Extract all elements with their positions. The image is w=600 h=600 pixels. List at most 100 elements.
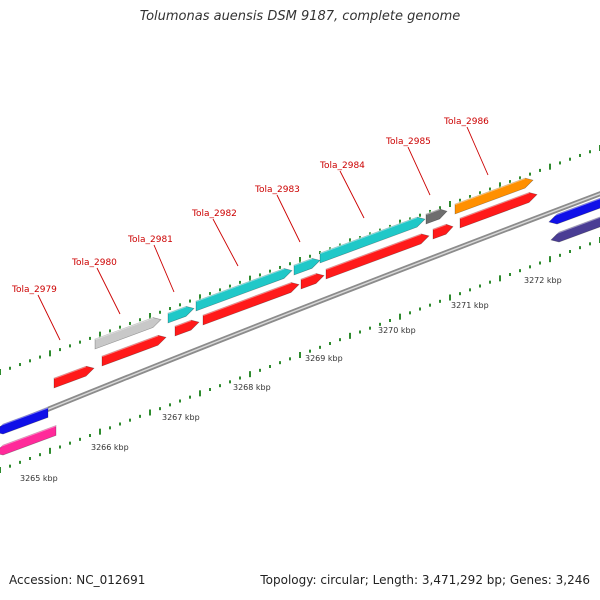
- inner-tick: [149, 409, 151, 416]
- scale-labels: 3265 kbp 3266 kbp 3267 kbp 3268 kbp 3269 kbp…: [20, 276, 562, 483]
- unlabeled-indigo-gene-arrow[interactable]: [550, 215, 600, 243]
- outer-tick: [179, 303, 181, 307]
- inner-tick: [369, 326, 371, 330]
- outer-tick: [119, 325, 121, 329]
- topology-text: Topology: circular; Length: 3,471,292 bp…: [260, 573, 590, 587]
- tola-2981-red-gene-arrow[interactable]: [174, 319, 200, 337]
- outer-tick: [369, 232, 371, 236]
- gene-label[interactable]: Tola_2982: [191, 209, 239, 267]
- tola-2980-red-gene-arrow[interactable]: [101, 334, 167, 367]
- tola-2985-dark-gray-gene-arrow[interactable]: [425, 208, 448, 225]
- tola-2983-red-gene-arrow[interactable]: [300, 272, 325, 290]
- outer-tick: [99, 331, 101, 338]
- tola-2982-cyan-gene-arrow[interactable]: [195, 267, 293, 312]
- gene-label-text: Tola_2985: [385, 137, 431, 147]
- gene-label-text: Tola_2984: [319, 161, 365, 171]
- inner-tick: [199, 390, 201, 397]
- outer-tick: [439, 206, 441, 210]
- inner-tick: [279, 361, 281, 365]
- outer-tick: [499, 182, 501, 189]
- gene-label[interactable]: Tola_2981: [127, 235, 175, 293]
- outer-tick: [109, 329, 111, 333]
- outer-tick: [79, 340, 81, 344]
- outer-tick: [559, 161, 561, 165]
- outer-tick: [199, 294, 201, 301]
- tola-2980-gray-gene-arrow[interactable]: [94, 316, 162, 350]
- tola-2984-cyan-gene-arrow[interactable]: [319, 216, 426, 264]
- outer-tick: [289, 262, 291, 266]
- inner-tick: [99, 428, 101, 435]
- outer-tick: [329, 247, 331, 251]
- inner-tick: [219, 384, 221, 388]
- outer-tick: [379, 228, 381, 232]
- inner-tick: [179, 399, 181, 403]
- tola-2982-red-gene-arrow[interactable]: [202, 281, 300, 326]
- gene-label-leader: [212, 218, 239, 267]
- outer-tick: [549, 163, 551, 170]
- outer-tick: [249, 275, 251, 282]
- outer-tick: [0, 369, 1, 375]
- inner-tick: [229, 380, 231, 384]
- gene-features: [0, 177, 600, 456]
- inner-tick: [69, 441, 71, 445]
- inner-tick: [209, 388, 211, 391]
- outer-tick: [259, 273, 261, 277]
- outer-tick: [149, 313, 151, 319]
- inner-tick: [379, 322, 381, 326]
- gene-label[interactable]: Tola_2985: [385, 137, 431, 196]
- inner-tick: [339, 338, 341, 342]
- inner-tick: [109, 426, 111, 430]
- inner-tick: [49, 447, 51, 454]
- gene-label-text: Tola_2982: [191, 209, 237, 219]
- gene-label-leader: [153, 244, 175, 293]
- inner-tick: [309, 349, 311, 353]
- outer-tick: [419, 213, 421, 217]
- tola-2979-red-gene-arrow[interactable]: [53, 365, 95, 389]
- outer-tick: [269, 269, 271, 273]
- inner-tick: [399, 313, 401, 320]
- gene-label[interactable]: Tola_2986: [443, 117, 489, 176]
- outer-tick: [409, 217, 411, 221]
- inner-tick: [359, 330, 361, 334]
- inner-tick: [189, 395, 191, 399]
- outer-tick: [589, 150, 591, 154]
- outer-tick: [279, 265, 281, 269]
- outer-tick: [579, 153, 581, 157]
- unlabeled-blue-gene-arrow[interactable]: [0, 406, 49, 435]
- gene-label[interactable]: Tola_2983: [254, 185, 301, 243]
- outer-tick: [459, 198, 461, 202]
- gene-label[interactable]: Tola_2980: [71, 258, 121, 315]
- inner-tick: [0, 467, 1, 473]
- inner-tick: [529, 265, 531, 269]
- tola-2986-orange-gene-arrow[interactable]: [454, 177, 534, 215]
- backbone-outer: [0, 191, 600, 432]
- inner-tick: [39, 453, 41, 457]
- tola-2983-cyan-gene-arrow[interactable]: [293, 257, 321, 276]
- accession-text: Accession: NC_012691: [9, 573, 146, 587]
- inner-tick: [539, 261, 541, 265]
- inner-tick: [169, 403, 171, 407]
- inner-tick: [439, 299, 441, 303]
- gene-label[interactable]: Tola_2979: [11, 285, 61, 341]
- tola-2981-cyan-gene-arrow[interactable]: [167, 305, 195, 324]
- inner-tick: [269, 365, 271, 368]
- gene-label-text: Tola_2981: [127, 235, 173, 245]
- inner-tick: [349, 332, 351, 339]
- inner-tick: [569, 250, 571, 253]
- inner-tick: [559, 253, 561, 257]
- inner-tick: [119, 422, 121, 426]
- gene-label[interactable]: Tola_2984: [319, 161, 365, 219]
- scale-label: 3270 kbp: [378, 326, 416, 335]
- scale-label: 3269 kbp: [305, 354, 343, 363]
- inner-tick: [249, 371, 251, 378]
- scale-label: 3265 kbp: [20, 474, 58, 483]
- inner-tick: [409, 311, 411, 315]
- tola-2985-red-gene-arrow[interactable]: [432, 223, 454, 240]
- unlabeled-pink-gene-arrow[interactable]: [0, 424, 57, 456]
- inner-tick: [259, 368, 261, 372]
- outer-tick: [539, 168, 541, 172]
- tola-2984-red-gene-arrow[interactable]: [325, 232, 430, 280]
- unlabeled-blue-gene-arrow[interactable]: [548, 196, 600, 225]
- inner-tick: [9, 464, 11, 468]
- tola-2986-red-gene-arrow[interactable]: [459, 191, 538, 229]
